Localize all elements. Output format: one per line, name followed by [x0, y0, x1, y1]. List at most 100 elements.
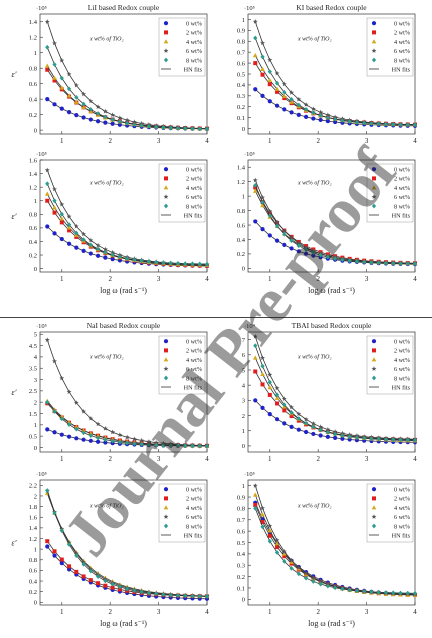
data-point [354, 588, 360, 594]
x-tick-label: 2 [108, 275, 112, 283]
data-point [282, 231, 287, 237]
legend-marker [371, 39, 377, 44]
data-point [59, 375, 65, 381]
data-point [88, 242, 93, 248]
y-tick-label: 2.2 [29, 483, 37, 490]
data-point [52, 78, 57, 83]
data-point [267, 538, 272, 544]
legend-marker [371, 203, 377, 209]
panel-title: KI based Redox couple [296, 3, 367, 12]
data-point [204, 443, 210, 449]
y-tick-label: 0.7 [237, 49, 246, 56]
legend-label: 2 wt% [394, 496, 410, 503]
data-point [289, 96, 294, 102]
data-point [274, 238, 280, 243]
data-point [282, 554, 287, 559]
data-point [275, 545, 280, 550]
data-point [274, 70, 280, 76]
data-point [81, 231, 87, 237]
panel-title: LiI based Redox couple [88, 3, 160, 12]
data-point [168, 260, 173, 266]
data-point [139, 441, 144, 447]
y-tick-label: 0.4 [237, 551, 246, 558]
data-point [354, 435, 360, 440]
data-point [197, 126, 202, 132]
data-point [412, 590, 418, 596]
y-tick-label: 5 [34, 332, 37, 339]
data-point [52, 62, 57, 67]
plot-frame [39, 13, 208, 135]
data-point [74, 94, 79, 100]
y-tick-label: 1.4 [29, 525, 38, 532]
legend-label: 6 wt% [394, 194, 410, 201]
y-tick-label: 7 [242, 337, 246, 344]
data-point [253, 398, 258, 403]
chart-panel-8: 1 2 3 4 0 0.1 0.2 0.3 0.4 0.5 0.6 0.7 0.8 0.9 1 ·10⁵ log… [237, 471, 418, 628]
data-point [303, 244, 309, 250]
legend-label: 8 wt% [186, 203, 202, 210]
data-point [95, 439, 101, 444]
plot-frame [39, 479, 208, 606]
data-point [253, 506, 258, 511]
data-point [52, 205, 57, 210]
legend [158, 483, 206, 543]
data-point [139, 437, 145, 443]
legend-marker [371, 48, 377, 53]
data-point [310, 420, 316, 426]
data-point [282, 89, 287, 95]
data-point [168, 443, 173, 448]
data-point [252, 188, 258, 193]
data-point [325, 434, 330, 439]
panel-title: TBAI based Redox couple [292, 321, 372, 330]
data-point [333, 585, 338, 591]
data-point [88, 117, 93, 122]
data-point [391, 590, 396, 596]
data-point [412, 261, 418, 267]
legend-label: 8 wt% [394, 57, 410, 64]
legend-marker [371, 487, 377, 492]
data-point [52, 231, 57, 236]
data-point [274, 417, 280, 422]
annotation-label: x wt% of TiO₂ [297, 353, 332, 360]
data-point [74, 569, 79, 574]
data-point [267, 385, 273, 390]
data-point [124, 117, 130, 123]
data-point [325, 118, 330, 124]
data-point [95, 435, 101, 441]
data-point [311, 579, 316, 584]
data-point [310, 106, 316, 112]
y-tick-label: 0.4 [237, 237, 246, 244]
data-point [296, 243, 301, 249]
data-point [311, 253, 316, 258]
y-tick-label: 0.8 [237, 506, 245, 513]
data-point [175, 593, 181, 598]
y-tick-label: 0 [34, 266, 37, 273]
y-tick-label: 0 [242, 266, 245, 273]
data-point [103, 249, 108, 255]
legend [366, 17, 414, 77]
data-point [383, 260, 389, 266]
x-tick-label: 4 [413, 455, 417, 463]
data-point [340, 118, 345, 123]
y-tick-label: 0.6 [29, 225, 38, 232]
y-tick-label: 1 [242, 193, 245, 200]
data-point [59, 216, 65, 221]
legend [366, 163, 414, 223]
data-point [289, 559, 294, 564]
data-point [260, 405, 265, 410]
legend-label: 0 wt% [394, 167, 410, 174]
data-point [325, 581, 331, 587]
x-axis-label: log ω (rad s⁻¹) [308, 286, 355, 295]
data-point [125, 256, 130, 261]
x-axis-label: log ω (rad s⁻¹) [100, 286, 147, 295]
y-tick-label: 0.1 [237, 115, 245, 122]
data-point [95, 111, 101, 116]
data-point [103, 120, 108, 125]
y-tick-label: 4 [34, 354, 38, 361]
data-point [289, 246, 294, 251]
data-point [275, 89, 280, 94]
legend [158, 163, 206, 223]
data-point [66, 71, 72, 77]
data-point [131, 436, 137, 442]
data-point [153, 440, 159, 445]
